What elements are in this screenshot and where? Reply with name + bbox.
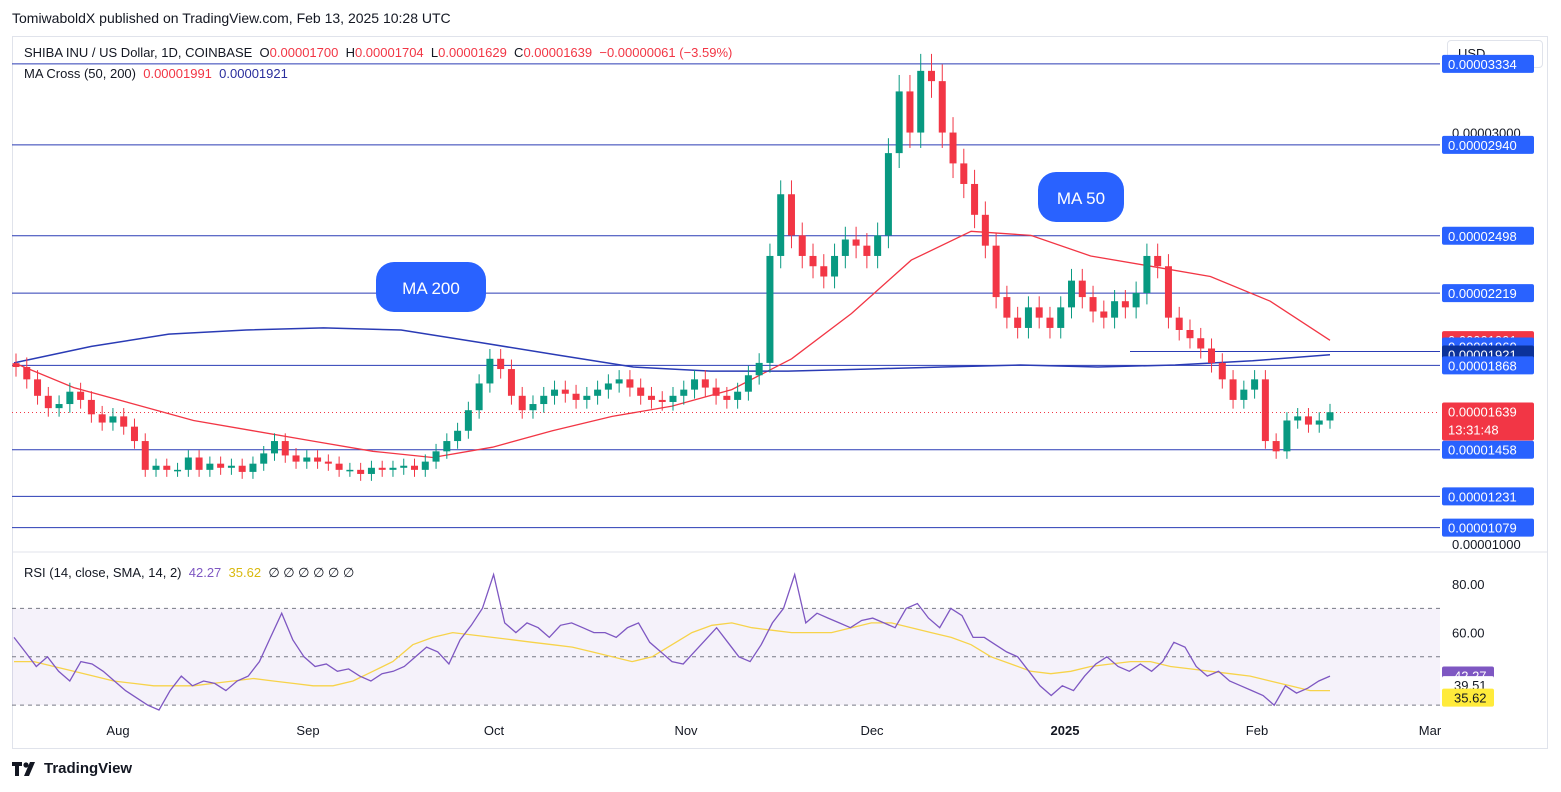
close-label: C (514, 45, 524, 60)
change-value: −0.00000061 (−3.59%) (599, 45, 733, 60)
ma-legend: MA Cross (50, 200) 0.00001991 0.00001921 (24, 66, 288, 81)
symbol-title: SHIBA INU / US Dollar, 1D, COINBASE (24, 45, 253, 60)
rsi-legend: RSI (14, close, SMA, 14, 2) 42.27 35.62 … (24, 565, 354, 581)
high-value: 0.00001704 (354, 45, 424, 60)
currency-button[interactable]: USD (1447, 40, 1543, 68)
low-value: 0.00001629 (438, 45, 507, 60)
symbol-legend: SHIBA INU / US Dollar, 1D, COINBASE O0.0… (24, 45, 732, 60)
tradingview-footer: TradingView (12, 760, 132, 777)
ma-indicator-name: MA Cross (50, 200) (24, 66, 136, 81)
open-value: 0.00001700 (269, 45, 339, 60)
ma200-value: 0.00001921 (219, 66, 288, 81)
close-value: 0.00001639 (523, 45, 593, 60)
rsi-sma-value: 35.62 (228, 565, 262, 580)
rsi-value: 42.27 (188, 565, 222, 580)
tradingview-brand: TradingView (44, 760, 133, 777)
high-label: H (345, 45, 355, 60)
low-label: L (430, 45, 439, 60)
open-label: O (259, 45, 270, 60)
chart-frame (12, 36, 1548, 749)
publisher-line: TomiwaboldX published on TradingView.com… (12, 10, 451, 26)
ma50-value: 0.00001991 (143, 66, 212, 81)
tradingview-logo-icon (12, 761, 35, 776)
rsi-extra-values: ∅ ∅ ∅ ∅ ∅ ∅ (268, 565, 355, 580)
rsi-indicator-name: RSI (14, close, SMA, 14, 2) (24, 565, 182, 580)
